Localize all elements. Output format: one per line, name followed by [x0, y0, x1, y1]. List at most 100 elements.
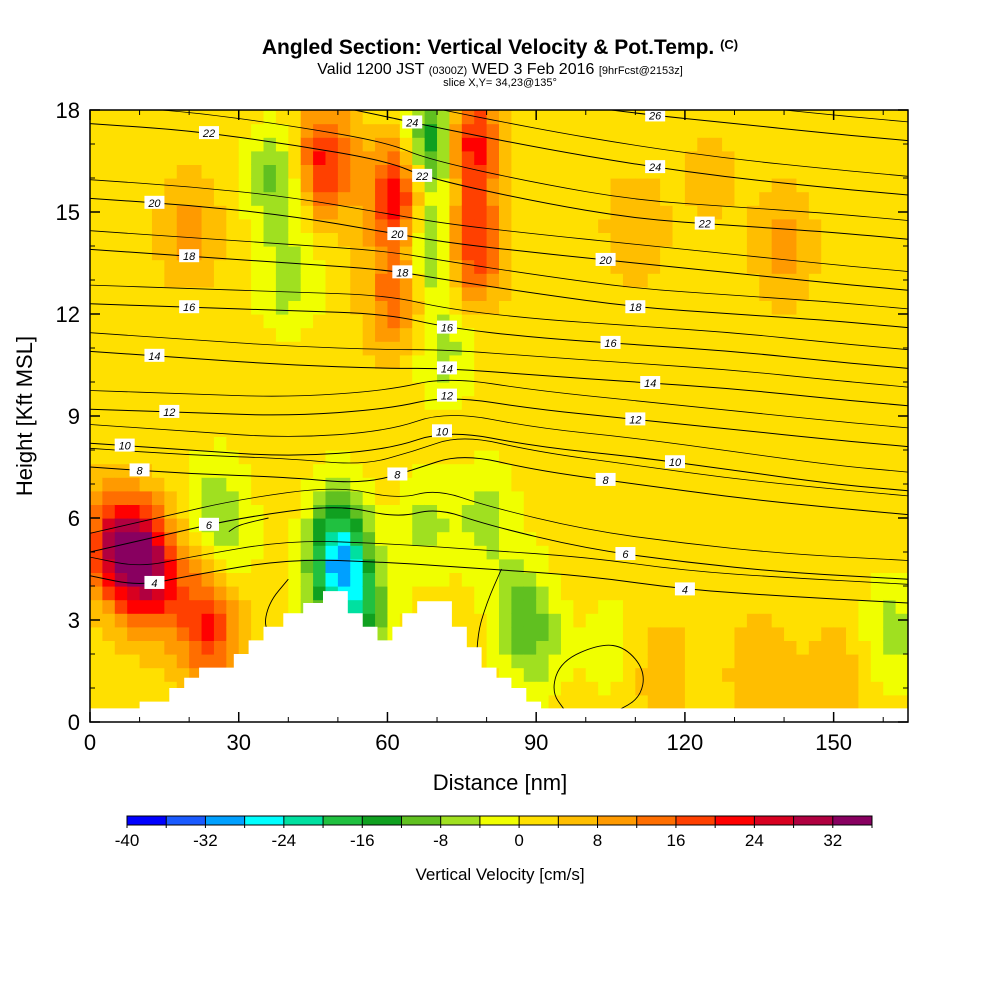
heat-cell [275, 137, 289, 152]
heat-cell [337, 463, 351, 478]
heat-cell [858, 436, 872, 451]
heat-cell [796, 259, 810, 274]
heat-cell [176, 463, 190, 478]
heat-cell [189, 110, 203, 125]
heat-cell [474, 205, 488, 220]
heat-cell [499, 545, 512, 560]
heat-cell [647, 599, 661, 614]
heat-cell [672, 164, 686, 179]
heat-cell [746, 626, 760, 641]
heat-cell [883, 150, 897, 165]
heat-cell [684, 545, 698, 560]
heat-cell [251, 382, 265, 397]
heat-cell [189, 286, 203, 301]
svg-text:12: 12 [163, 407, 175, 419]
heat-cell [90, 586, 103, 601]
heat-cell [288, 422, 302, 437]
heat-cell [610, 178, 624, 193]
contour-layer [90, 110, 908, 713]
heat-cell [90, 545, 103, 560]
heat-cell [424, 463, 438, 478]
theta-label: 20 [595, 252, 616, 267]
heat-cell [883, 422, 897, 437]
heat-cell [511, 504, 525, 519]
heat-cell [548, 436, 562, 451]
heat-cell [548, 626, 562, 641]
heat-cell [771, 150, 785, 165]
heat-cell [672, 314, 686, 329]
heat-cell [598, 654, 612, 669]
heat-cell [846, 273, 860, 288]
heat-cell [102, 368, 116, 383]
heat-cell [437, 123, 451, 138]
svg-text:22: 22 [698, 219, 711, 231]
heat-cell [709, 558, 723, 573]
heat-cell [213, 409, 227, 424]
heat-cell [151, 110, 165, 125]
heat-cell [139, 422, 153, 437]
heat-cell [870, 667, 884, 682]
heat-cell [598, 354, 612, 369]
heat-cell [858, 490, 872, 505]
heat-cell [821, 654, 835, 669]
heat-cell [734, 626, 748, 641]
heat-cell [102, 286, 116, 301]
heat-cell [548, 395, 562, 410]
heat-cell [647, 531, 661, 546]
heat-cell [821, 558, 835, 573]
svg-text:4: 4 [151, 578, 157, 590]
heat-cell [226, 490, 240, 505]
heat-cell [275, 409, 289, 424]
heat-cell [697, 314, 711, 329]
heat-cell [300, 137, 314, 152]
heat-cell [697, 341, 711, 356]
heat-cell [672, 422, 686, 437]
heat-cell [424, 572, 438, 587]
heat-cell [213, 586, 227, 601]
heat-cell [759, 504, 773, 519]
heat-cell [176, 164, 190, 179]
heat-cell [499, 178, 512, 193]
heat-cell [437, 259, 451, 274]
heat-cell [858, 110, 872, 125]
heat-cell [883, 490, 897, 505]
heat-cell [437, 490, 451, 505]
heat-cell [895, 626, 908, 641]
heat-cell [499, 599, 512, 614]
heat-cell [189, 341, 203, 356]
heat-cell [164, 191, 178, 206]
heat-cell [697, 422, 711, 437]
heat-cell [598, 586, 612, 601]
heat-cell [895, 123, 908, 138]
heat-cell [573, 531, 587, 546]
heat-cell [610, 273, 624, 288]
heat-cell [734, 300, 748, 315]
heat-cell [151, 314, 165, 329]
heat-cell [275, 286, 289, 301]
colorbar-tick-label: 0 [514, 831, 523, 850]
heat-cell [486, 599, 500, 614]
heat-cell [846, 667, 860, 682]
heat-cell [461, 545, 475, 560]
heat-cell [251, 599, 265, 614]
heat-cell [213, 137, 227, 152]
heat-cell [759, 178, 773, 193]
heat-cell [709, 300, 723, 315]
heat-cell [201, 205, 215, 220]
heat-cell [796, 368, 810, 383]
heat-cell [263, 382, 277, 397]
heat-cell [560, 110, 574, 125]
heat-cell [114, 300, 128, 315]
theta-contour [90, 433, 908, 492]
heat-cell [560, 477, 574, 492]
heat-cell [350, 218, 364, 233]
heat-cell [399, 477, 413, 492]
heat-cell [536, 354, 550, 369]
heat-cell [213, 504, 227, 519]
heat-cell [573, 504, 587, 519]
heat-cell [585, 327, 599, 342]
heat-cell [387, 164, 401, 179]
heat-cell [238, 232, 252, 247]
svg-text:10: 10 [669, 457, 682, 469]
heat-cell [474, 137, 488, 152]
